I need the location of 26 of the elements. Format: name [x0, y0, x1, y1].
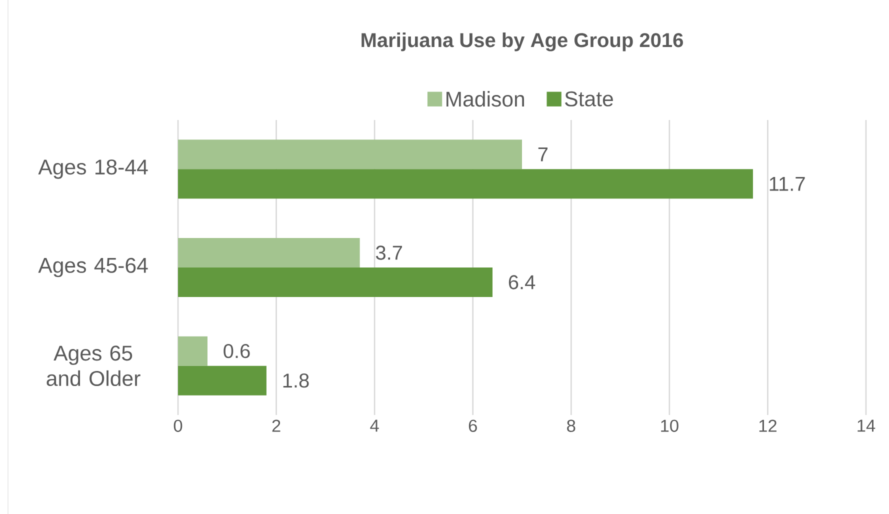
data-label: 1.8 — [283, 373, 309, 388]
bar — [178, 366, 266, 396]
data-label: 3.7 — [376, 246, 402, 260]
y-tick-label: Ages 65 and Older — [46, 346, 140, 386]
legend-label: State — [565, 91, 613, 106]
data-label: 0.6 — [224, 344, 250, 358]
x-tick-label: 10 — [661, 420, 678, 432]
x-tick-label: 14 — [858, 420, 876, 432]
bar — [178, 336, 208, 366]
legend-label: Madison — [446, 91, 524, 107]
bar — [178, 169, 753, 199]
data-label: 7 — [538, 148, 548, 162]
x-tick-label: 12 — [759, 420, 776, 432]
x-tick-label: 6 — [468, 420, 477, 432]
x-tick-label: 4 — [370, 420, 379, 432]
bar — [178, 267, 493, 297]
data-label: 11.7 — [770, 177, 805, 191]
chart-title: Marijuana Use by Age Group 2016 — [362, 32, 683, 52]
x-tick-label: 0 — [174, 420, 182, 432]
y-tick-label: Ages 45-64 — [38, 258, 148, 278]
y-tick-label: Ages 18-44 — [38, 160, 148, 179]
x-tick-label: 8 — [567, 420, 576, 432]
x-tick-label: 2 — [272, 420, 280, 432]
data-label: 6.4 — [508, 275, 536, 290]
bar — [178, 238, 360, 268]
bar — [178, 140, 522, 170]
